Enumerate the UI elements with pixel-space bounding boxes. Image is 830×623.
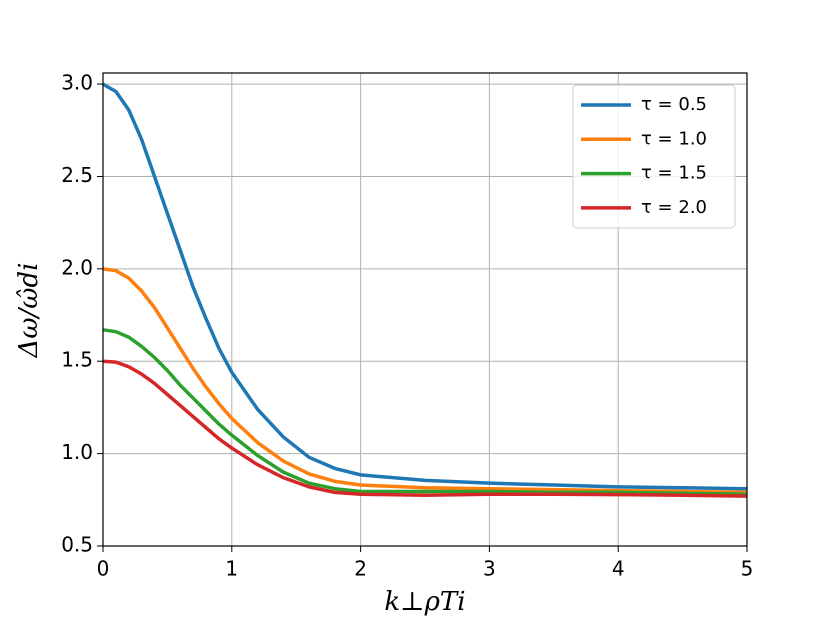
- x-axis-label: k⊥ρTi: [384, 587, 465, 617]
- x-tick-label: 0: [97, 557, 110, 581]
- y-tick-label: 3.0: [61, 71, 93, 95]
- x-tick-label: 2: [354, 557, 367, 581]
- legend-label: τ = 1.5: [641, 163, 707, 184]
- legend-label: τ = 2.0: [641, 197, 707, 218]
- y-tick-label: 2.5: [61, 163, 93, 187]
- y-tick-label: 1.5: [61, 348, 93, 372]
- x-tick-label: 5: [741, 557, 754, 581]
- y-axis-label: Δω/ω̂di: [14, 263, 44, 359]
- x-tick-label: 1: [225, 557, 238, 581]
- legend-box: [572, 84, 736, 229]
- y-tick-label: 2.0: [61, 255, 93, 279]
- series-line: [102, 328, 748, 497]
- x-tick-label: 4: [612, 557, 625, 581]
- y-tick-label: 1.0: [61, 440, 93, 464]
- series-line: [102, 359, 748, 498]
- plot-frame: [102, 72, 748, 547]
- x-tick-label: 3: [483, 557, 496, 581]
- legend-label: τ = 0.5: [641, 94, 707, 115]
- legend-label: τ = 1.0: [641, 128, 707, 149]
- series-line: [102, 267, 748, 495]
- series-line: [102, 82, 748, 491]
- y-tick-label: 0.5: [61, 533, 93, 557]
